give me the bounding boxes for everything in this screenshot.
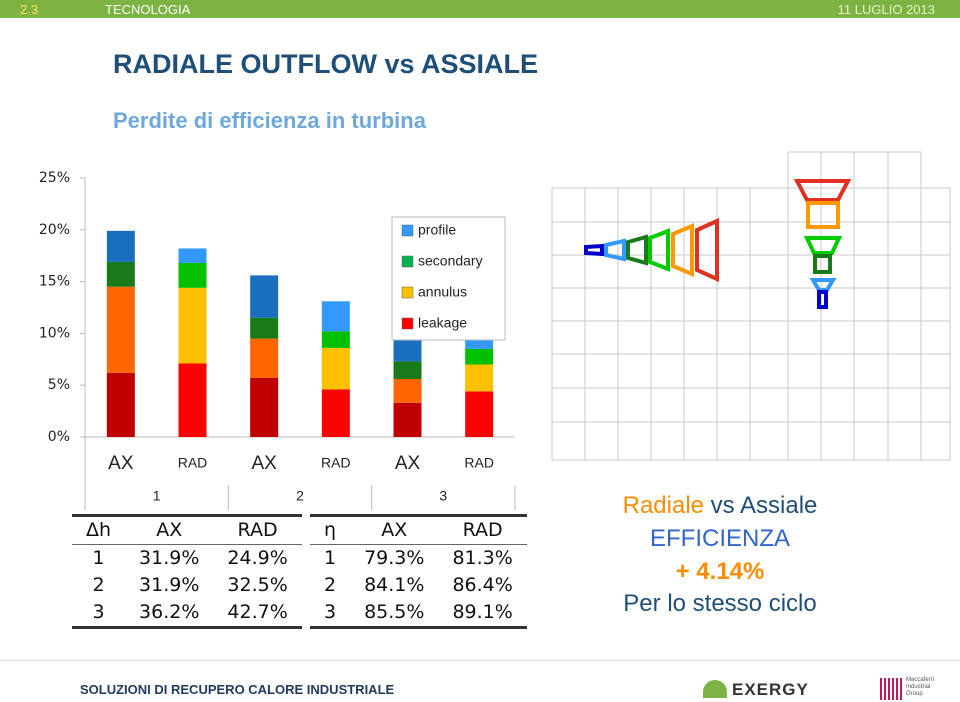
header-bar	[0, 0, 960, 18]
subtitle: Perdite di efficienza in turbina	[113, 108, 426, 133]
cell: 2	[92, 574, 105, 596]
cell: 24.9%	[227, 547, 288, 569]
logo-maccaferri: Maccaferri Industrial Group	[906, 677, 934, 698]
group-label: 1	[153, 488, 161, 504]
x-tick-label: RAD	[464, 455, 494, 471]
footer-line	[0, 660, 960, 661]
bar-segment	[178, 287, 207, 364]
bar-segment	[178, 248, 207, 263]
cell: 36.2%	[139, 601, 200, 623]
legend-swatch	[401, 317, 414, 330]
cell: Δh	[72, 515, 126, 545]
summary-gain: + 4.14%	[675, 558, 765, 585]
legend-swatch	[401, 255, 414, 268]
legend-swatch	[401, 286, 414, 299]
cell: 86.4%	[452, 574, 513, 596]
maccaferri-icon	[880, 678, 902, 700]
summary-radial: Radiale	[622, 492, 704, 519]
bar-segment	[106, 230, 135, 262]
summary-axial: vs Assiale	[710, 492, 818, 519]
bar-segment	[106, 286, 135, 373]
y-tick-label: 5%	[48, 377, 70, 393]
cell: 84.1%	[364, 574, 425, 596]
x-tick-label: AX	[251, 453, 277, 474]
x-tick-label: AX	[395, 453, 421, 474]
axial-stages	[793, 179, 852, 309]
cell: 2	[324, 574, 337, 596]
x-tick-label: RAD	[321, 455, 351, 471]
cell: η	[310, 515, 351, 545]
logo-line: Maccaferri	[906, 677, 935, 683]
y-tick-label: 25%	[39, 170, 70, 186]
summary-efficiency: EFFICIENZA	[649, 525, 790, 552]
summary-line: Radiale vs Assiale	[560, 492, 880, 520]
bar-segment	[321, 301, 350, 332]
eta-table: η AX RAD 1 79.3% 81.3% 2 84.1% 86.4% 3 85.5% 89.…	[310, 514, 527, 629]
logo-exergy: EXERGY	[732, 680, 809, 699]
cell: AX	[350, 515, 439, 545]
bar-segment	[250, 338, 279, 378]
radial-stages	[584, 217, 719, 283]
footer-text: SOLUZIONI DI RECUPERO CALORE INDUSTRIALE	[80, 682, 395, 697]
cell: 32.5%	[227, 574, 288, 596]
section-number: 2.3	[20, 2, 39, 17]
legend-label: leakage	[418, 315, 467, 331]
bar-segment	[393, 402, 422, 437]
exergy-icon	[703, 680, 727, 698]
cell: 79.3%	[364, 547, 425, 569]
group-label: 2	[296, 488, 304, 504]
y-tick-label: 20%	[39, 222, 70, 238]
legend-swatch	[401, 224, 414, 237]
cell: 31.9%	[139, 574, 200, 596]
bar-segment	[250, 317, 279, 339]
group-label: 3	[439, 488, 447, 504]
y-tick-label: 10%	[39, 325, 70, 341]
cell: 3	[324, 601, 337, 623]
cell: 81.3%	[452, 547, 513, 569]
cell: 31.9%	[139, 547, 200, 569]
cell: 3	[92, 601, 105, 623]
cell: RAD	[438, 515, 527, 545]
y-tick-label: 15%	[39, 274, 70, 290]
x-tick-label: RAD	[178, 455, 208, 471]
bar-segment	[465, 348, 494, 365]
cell: RAD	[213, 515, 302, 545]
bar-segment	[321, 347, 350, 390]
bar-segment	[178, 262, 207, 288]
cell: AX	[125, 515, 214, 545]
bar-segment	[250, 377, 279, 437]
dh-table: Δh AX RAD 1 31.9% 24.9% 2 31.9% 32.5% 3 36.2% 42…	[72, 514, 302, 629]
logo-line: Industrial	[906, 684, 931, 690]
bar-segment	[465, 391, 494, 437]
bar-segment	[106, 261, 135, 287]
bar-segment	[106, 372, 135, 437]
cell: 1	[92, 547, 105, 569]
bar-segment	[250, 275, 279, 318]
title: RADIALE OUTFLOW vs ASSIALE	[113, 49, 539, 79]
bar-segment	[178, 363, 207, 437]
diagram-grid	[551, 151, 951, 461]
bar-segment	[393, 378, 422, 403]
summary-cycle: Per lo stesso ciclo	[623, 590, 817, 617]
x-tick-label: AX	[108, 453, 134, 474]
section-topic: TECNOLOGIA	[105, 2, 191, 17]
bar-segment	[465, 364, 494, 392]
legend-label: secondary	[418, 253, 483, 269]
legend-label: annulus	[418, 284, 467, 300]
bar-segment	[321, 331, 350, 348]
bar-segment	[393, 361, 422, 379]
cell: 42.7%	[227, 601, 288, 623]
cell: 85.5%	[364, 601, 425, 623]
logo-line: Group	[906, 691, 923, 697]
cell: 89.1%	[452, 601, 513, 623]
cell: 1	[324, 547, 337, 569]
bar-segment	[321, 389, 350, 437]
legend-label: profile	[418, 222, 456, 238]
date: 11 LUGLIO 2013	[837, 2, 935, 17]
y-tick-label: 0%	[48, 429, 70, 445]
